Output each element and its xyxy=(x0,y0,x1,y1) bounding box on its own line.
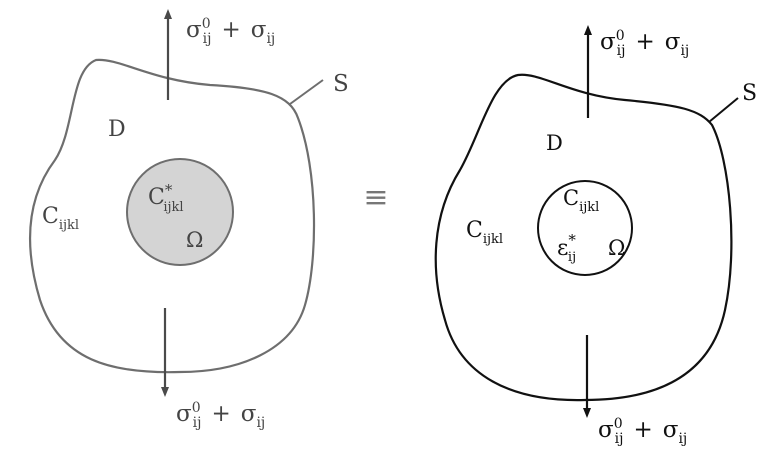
left-inclusion-modulus-label: C* ijkl xyxy=(148,181,184,215)
right-eigenstrain-label: ε* ij xyxy=(557,231,576,265)
right-top-stress-label: σ0 ij + σij xyxy=(600,28,689,59)
right-inclusion xyxy=(537,180,633,276)
left-panel: σ0 ij + σij σ0 ij + σij S D Cijkl C* ijkl Ω xyxy=(29,9,349,431)
left-boundary-label: S xyxy=(333,71,349,97)
right-bottom-stress-label: σ0 ij + σij xyxy=(598,416,687,447)
left-matrix-modulus-label: Cijkl xyxy=(42,204,79,233)
right-panel: σ0 ij + σij σ0 ij + σij S D Cijkl Cijkl ε* ij Ω xyxy=(434,25,757,447)
left-inclusion-label: Ω xyxy=(186,228,203,252)
right-boundary-label: S xyxy=(742,81,757,106)
right-matrix-modulus-label: Cijkl xyxy=(466,218,503,247)
left-body-boundary xyxy=(29,58,316,374)
right-domain-label: D xyxy=(546,131,563,155)
right-inclusion-modulus-label: Cijkl xyxy=(563,186,599,215)
right-inclusion-label: Ω xyxy=(608,236,625,260)
right-body-boundary xyxy=(434,73,733,402)
left-domain-label: D xyxy=(108,117,126,142)
left-boundary-leader xyxy=(289,79,324,105)
left-bottom-stress-label: σ0 ij + σij xyxy=(176,400,265,431)
right-boundary-leader xyxy=(708,97,739,123)
left-top-stress-label: σ0 ij + σij xyxy=(186,16,275,47)
left-inclusion xyxy=(126,158,234,266)
equivalence-symbol: ≡ xyxy=(363,180,388,215)
